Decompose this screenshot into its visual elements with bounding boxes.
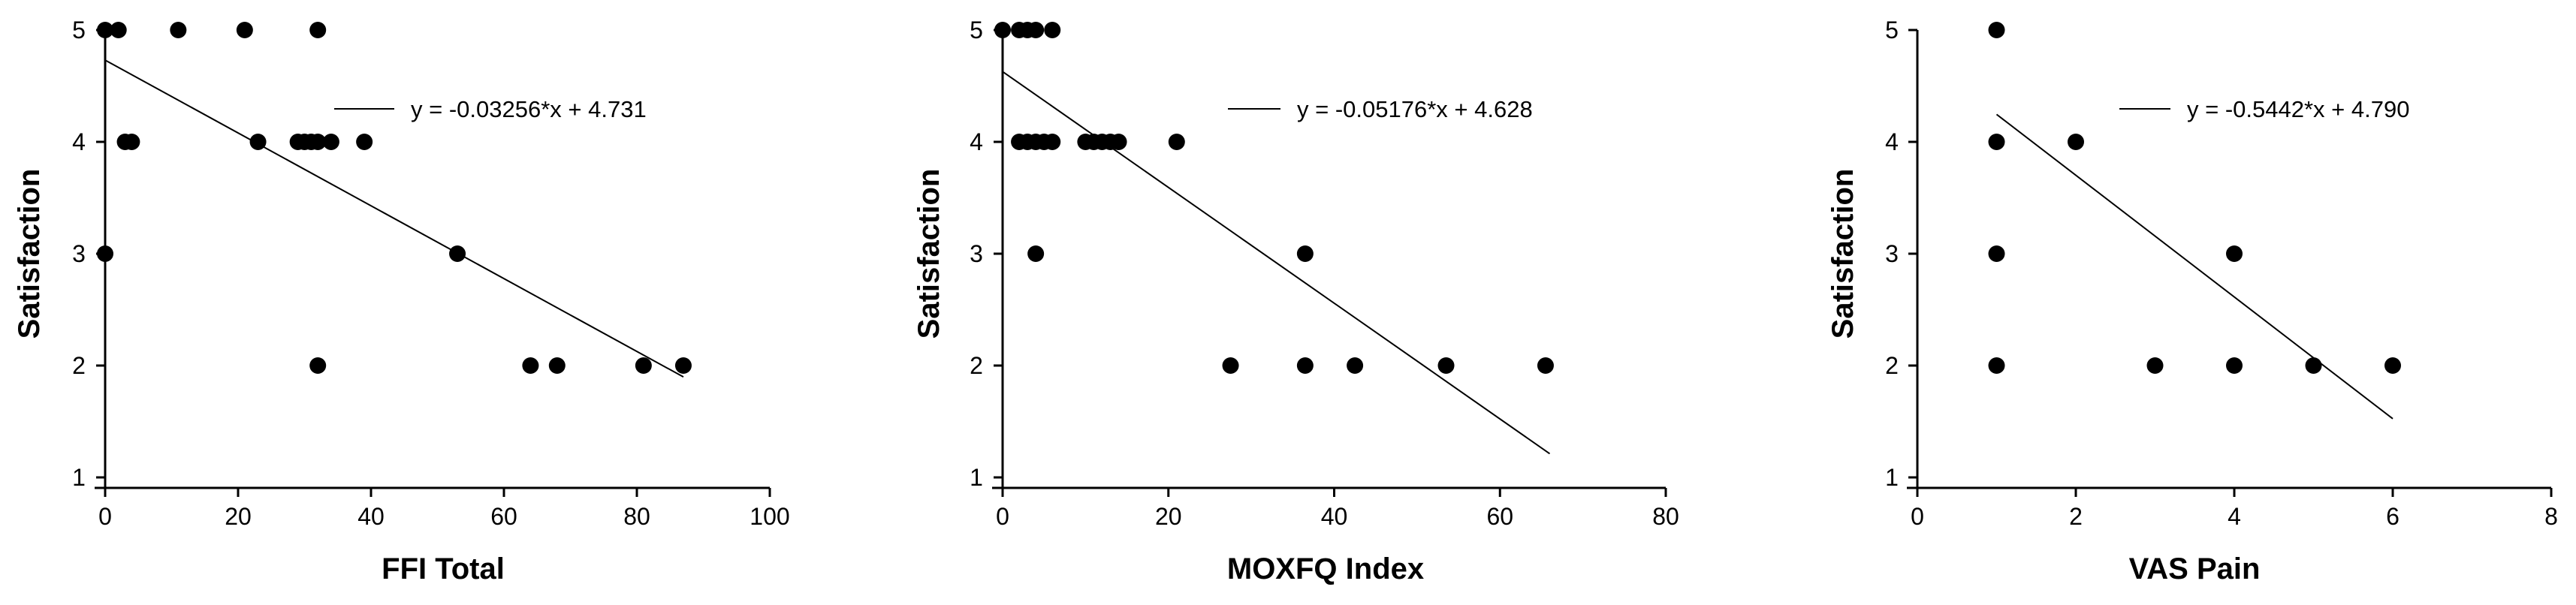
data-point — [309, 134, 327, 150]
data-point — [2305, 357, 2322, 374]
data-point — [249, 134, 267, 150]
x-tick-label: 20 — [225, 503, 252, 530]
data-point — [97, 245, 113, 262]
data-point — [110, 22, 127, 38]
x-axis-title: MOXFQ Index — [1227, 552, 1424, 585]
y-tick-label: 4 — [72, 128, 86, 155]
x-tick-label: 100 — [750, 503, 789, 530]
data-point — [522, 357, 539, 374]
data-point — [2384, 357, 2401, 374]
x-tick-label: 2 — [2069, 503, 2083, 530]
data-point — [1044, 22, 1061, 38]
y-tick-label: 5 — [72, 17, 86, 44]
data-point — [2226, 357, 2243, 374]
chart-panel: 1 2 3 4 5 0 2 4 6 8 VAS Pain Satisfaction y = -0.544… — [1826, 17, 2558, 585]
data-point — [2226, 245, 2243, 262]
x-tick-label: 60 — [1486, 503, 1513, 530]
data-point — [1988, 22, 2005, 38]
data-point — [1437, 357, 1455, 374]
chart-panel: 1 2 3 4 5 0 20 40 60 80 MOXFQ Index Satisfaction y =… — [912, 17, 1679, 585]
x-tick-label: 0 — [1911, 503, 1924, 530]
y-tick-label: 2 — [970, 352, 983, 379]
data-point — [309, 357, 327, 374]
x-tick-label: 8 — [2544, 503, 2558, 530]
regression-line — [104, 59, 684, 378]
data-point — [123, 134, 140, 150]
y-axis-title: Satisfaction — [13, 169, 46, 339]
data-point — [1044, 134, 1061, 150]
y-tick-label: 3 — [1885, 240, 1899, 267]
data-point — [236, 22, 253, 38]
data-point — [1347, 357, 1364, 374]
y-tick-label: 5 — [1885, 17, 1899, 44]
x-tick-label: 0 — [996, 503, 1009, 530]
y-axis-title: Satisfaction — [1826, 169, 1860, 339]
data-point — [1988, 245, 2005, 262]
data-point — [2146, 357, 2164, 374]
data-point — [1296, 245, 1314, 262]
y-tick-label: 4 — [970, 128, 983, 155]
x-tick-label: 40 — [357, 503, 385, 530]
data-point — [1537, 357, 1554, 374]
data-point — [1988, 134, 2005, 150]
data-point — [449, 245, 466, 262]
data-point — [1296, 357, 1314, 374]
y-tick-label: 3 — [970, 240, 983, 267]
regression-equation: y = -0.03256*x + 4.731 — [411, 96, 647, 122]
data-point — [1168, 134, 1185, 150]
y-axis-title: Satisfaction — [912, 169, 946, 339]
data-point — [309, 22, 327, 38]
x-tick-label: 60 — [490, 503, 517, 530]
y-tick-label: 5 — [970, 17, 983, 44]
data-point — [1027, 22, 1045, 38]
regression-line — [1002, 71, 1551, 455]
data-point — [635, 357, 652, 374]
x-tick-label: 4 — [2228, 503, 2241, 530]
y-tick-label: 2 — [1885, 352, 1899, 379]
regression-equation: y = -0.05176*x + 4.628 — [1297, 96, 1533, 122]
data-point — [170, 22, 187, 38]
x-axis-title: VAS Pain — [2129, 552, 2261, 585]
y-tick-label: 1 — [1885, 464, 1899, 491]
y-tick-label: 1 — [72, 464, 86, 491]
y-tick-label: 3 — [72, 240, 86, 267]
data-point — [356, 134, 373, 150]
data-point — [322, 134, 339, 150]
y-tick-label: 1 — [970, 464, 983, 491]
data-point — [2068, 134, 2084, 150]
data-point — [548, 357, 566, 374]
x-tick-label: 80 — [623, 503, 650, 530]
x-tick-label: 40 — [1321, 503, 1348, 530]
data-point — [1110, 134, 1127, 150]
y-tick-label: 4 — [1885, 128, 1899, 155]
data-point — [994, 22, 1011, 38]
data-point — [1988, 357, 2005, 374]
regression-line — [1995, 113, 2394, 420]
x-tick-label: 20 — [1155, 503, 1182, 530]
data-point — [97, 22, 113, 38]
regression-equation: y = -0.5442*x + 4.790 — [2187, 96, 2409, 122]
data-point — [674, 357, 692, 374]
data-point — [1222, 357, 1239, 374]
y-tick-label: 2 — [72, 352, 86, 379]
x-tick-label: 80 — [1652, 503, 1679, 530]
x-tick-label: 6 — [2386, 503, 2400, 530]
chart-panel: 1 2 3 4 5 0 20 40 60 80 100 FFI Total Satisfaction y … — [13, 17, 790, 585]
x-tick-label: 0 — [98, 503, 112, 530]
x-axis-title: FFI Total — [382, 552, 505, 585]
data-point — [1027, 245, 1045, 262]
